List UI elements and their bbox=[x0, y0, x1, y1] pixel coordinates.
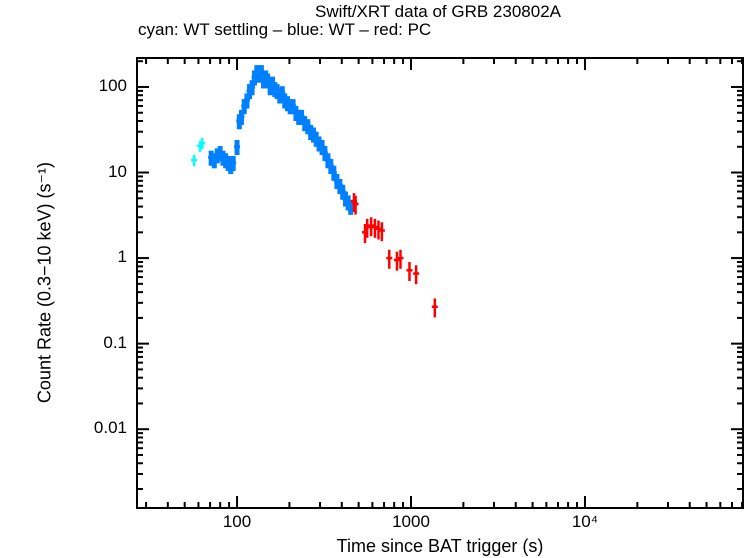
data-point bbox=[364, 218, 371, 238]
data-point bbox=[330, 165, 337, 181]
x-tick-label: 100 bbox=[222, 512, 252, 531]
data-point bbox=[243, 93, 250, 109]
data-point bbox=[368, 217, 375, 237]
data-point bbox=[347, 199, 354, 215]
data-point bbox=[397, 249, 404, 269]
x-axis-label: Time since BAT trigger (s) bbox=[336, 536, 544, 556]
plot-frame bbox=[136, 57, 744, 509]
data-point bbox=[191, 154, 198, 167]
y-tick-label: 0.01 bbox=[93, 418, 127, 438]
data-point bbox=[199, 138, 206, 150]
data-point bbox=[406, 262, 413, 281]
data-point bbox=[238, 109, 245, 125]
y-tick-label: 1 bbox=[117, 247, 127, 267]
data-point bbox=[375, 220, 382, 240]
data-point bbox=[386, 249, 393, 269]
y-tick-label: 100 bbox=[98, 75, 127, 95]
y-tick-label: 10 bbox=[108, 161, 127, 181]
x-tick-label: 1000 bbox=[392, 512, 430, 531]
x-tick-label: 10⁴ bbox=[571, 512, 599, 531]
data-point bbox=[352, 195, 359, 215]
chart-title: Swift/XRT data of GRB 230802A bbox=[314, 2, 561, 21]
data-point bbox=[230, 155, 237, 172]
data-point bbox=[234, 139, 241, 156]
data-point bbox=[393, 251, 400, 271]
chart-subtitle: cyan: WT settling – blue: WT – red: PC bbox=[138, 20, 432, 39]
data-point bbox=[371, 218, 378, 238]
data-point bbox=[378, 222, 385, 242]
y-tick-label: 0.1 bbox=[103, 332, 127, 352]
data-point bbox=[431, 298, 438, 318]
data-point bbox=[413, 265, 420, 285]
data-point bbox=[321, 146, 328, 162]
